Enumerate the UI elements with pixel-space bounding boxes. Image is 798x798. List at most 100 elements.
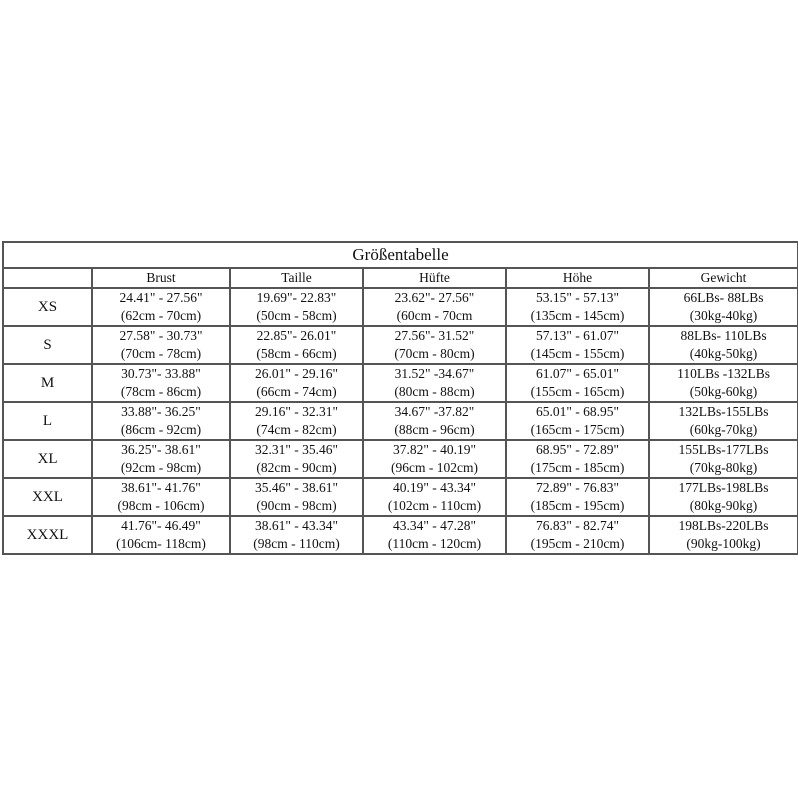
imperial-value: 40.19" - 43.34" bbox=[392, 480, 477, 495]
metric-value: (60cm - 70cm bbox=[396, 308, 473, 323]
imperial-value: 31.52" -34.67" bbox=[394, 366, 475, 381]
imperial-value: 27.56"- 31.52" bbox=[394, 328, 475, 343]
column-header: Gewicht bbox=[647, 267, 798, 289]
imperial-value: 27.58" - 30.73" bbox=[119, 328, 203, 343]
column-header bbox=[2, 267, 93, 289]
header-row: Brust Taille Hüfte Höhe Gewicht bbox=[2, 267, 798, 289]
metric-value: (40kg-50kg) bbox=[689, 346, 758, 361]
size-label: XXL bbox=[2, 477, 93, 517]
imperial-value: 36.25"- 38.61" bbox=[121, 442, 201, 457]
table-cell: 37.82" - 40.19" (96cm - 102cm) bbox=[362, 439, 507, 479]
metric-value: (78cm - 86cm) bbox=[120, 384, 202, 399]
size-label: M bbox=[2, 363, 93, 403]
table-cell: 66LBs- 88LBs (30kg-40kg) bbox=[647, 287, 798, 327]
imperial-value: 198LBs-220LBs bbox=[678, 518, 769, 533]
table-cell: 34.67" -37.82" (88cm - 96cm) bbox=[362, 401, 507, 441]
metric-value: (70cm - 80cm) bbox=[394, 346, 475, 361]
imperial-value: 76.83" - 82.74" bbox=[535, 518, 620, 533]
metric-value: (90kg-100kg) bbox=[686, 536, 761, 551]
table-cell: 33.88"- 36.25" (86cm - 92cm) bbox=[91, 401, 231, 441]
size-label: XL bbox=[2, 439, 93, 479]
metric-value: (62cm - 70cm) bbox=[120, 308, 202, 323]
imperial-value: 61.07" - 65.01" bbox=[535, 366, 620, 381]
metric-value: (145cm - 155cm) bbox=[530, 346, 625, 361]
imperial-value: 32.31" - 35.46" bbox=[254, 442, 339, 457]
size-label: L bbox=[2, 401, 93, 441]
metric-value: (135cm - 145cm) bbox=[530, 308, 625, 323]
imperial-value: 26.01" - 29.16" bbox=[254, 366, 339, 381]
imperial-value: 37.82" - 40.19" bbox=[392, 442, 477, 457]
imperial-value: 23.62"- 27.56" bbox=[394, 290, 475, 305]
metric-value: (74cm - 82cm) bbox=[256, 422, 337, 437]
imperial-value: 24.41" - 27.56" bbox=[119, 290, 203, 305]
table-cell: 36.25"- 38.61" (92cm - 98cm) bbox=[91, 439, 231, 479]
table-cell: 53.15" - 57.13" (135cm - 145cm) bbox=[505, 287, 650, 327]
table-row: L 33.88"- 36.25" (86cm - 92cm) 29.16" - 32.… bbox=[2, 401, 798, 441]
metric-value: (30kg-40kg) bbox=[689, 308, 758, 323]
metric-value: (185cm - 195cm) bbox=[530, 498, 625, 513]
imperial-value: 34.67" -37.82" bbox=[394, 404, 475, 419]
imperial-value: 57.13" - 61.07" bbox=[535, 328, 620, 343]
table-cell: 24.41" - 27.56" (62cm - 70cm) bbox=[91, 287, 231, 327]
metric-value: (60kg-70kg) bbox=[689, 422, 758, 437]
metric-value: (102cm - 110cm) bbox=[387, 498, 482, 513]
table-cell: 40.19" - 43.34" (102cm - 110cm) bbox=[362, 477, 507, 517]
table-cell: 65.01" - 68.95" (165cm - 175cm) bbox=[505, 401, 650, 441]
table-cell: 198LBs-220LBs (90kg-100kg) bbox=[647, 515, 798, 555]
metric-value: (155cm - 165cm) bbox=[530, 384, 625, 399]
metric-value: (70cm - 78cm) bbox=[120, 346, 202, 361]
table-body: XS 24.41" - 27.56" (62cm - 70cm) 19.69"- 22… bbox=[2, 287, 798, 555]
table-cell: 38.61" - 43.34" (98cm - 110cm) bbox=[229, 515, 364, 555]
metric-value: (82cm - 90cm) bbox=[256, 460, 337, 475]
metric-value: (90cm - 98cm) bbox=[256, 498, 337, 513]
table-cell: 23.62"- 27.56" (60cm - 70cm bbox=[362, 287, 507, 327]
size-label: S bbox=[2, 325, 93, 365]
imperial-value: 38.61"- 41.76" bbox=[121, 480, 201, 495]
table-cell: 26.01" - 29.16" (66cm - 74cm) bbox=[229, 363, 364, 403]
metric-value: (175cm - 185cm) bbox=[530, 460, 625, 475]
table-cell: 61.07" - 65.01" (155cm - 165cm) bbox=[505, 363, 650, 403]
table-cell: 57.13" - 61.07" (145cm - 155cm) bbox=[505, 325, 650, 365]
table-cell: 41.76"- 46.49" (106cm- 118cm) bbox=[91, 515, 231, 555]
table-cell: 19.69"- 22.83" (50cm - 58cm) bbox=[229, 287, 364, 327]
metric-value: (106cm- 118cm) bbox=[116, 536, 206, 551]
metric-value: (66cm - 74cm) bbox=[256, 384, 337, 399]
table-row: XXL 38.61"- 41.76" (98cm - 106cm) 35.46" - … bbox=[2, 477, 798, 517]
imperial-value: 68.95" - 72.89" bbox=[535, 442, 620, 457]
metric-value: (80cm - 88cm) bbox=[394, 384, 475, 399]
table-cell: 31.52" -34.67" (80cm - 88cm) bbox=[362, 363, 507, 403]
table-cell: 132LBs-155LBs (60kg-70kg) bbox=[647, 401, 798, 441]
metric-value: (70kg-80kg) bbox=[689, 460, 758, 475]
imperial-value: 132LBs-155LBs bbox=[678, 404, 769, 419]
imperial-value: 72.89" - 76.83" bbox=[535, 480, 620, 495]
table-cell: 27.58" - 30.73" (70cm - 78cm) bbox=[91, 325, 231, 365]
imperial-value: 53.15" - 57.13" bbox=[535, 290, 620, 305]
table-cell: 22.85"- 26.01" (58cm - 66cm) bbox=[229, 325, 364, 365]
column-header: Höhe bbox=[505, 267, 650, 289]
metric-value: (92cm - 98cm) bbox=[120, 460, 202, 475]
table-cell: 72.89" - 76.83" (185cm - 195cm) bbox=[505, 477, 650, 517]
table-row: M 30.73"- 33.88" (78cm - 86cm) 26.01" - 29.… bbox=[2, 363, 798, 403]
table-cell: 27.56"- 31.52" (70cm - 80cm) bbox=[362, 325, 507, 365]
table-cell: 43.34" - 47.28" (110cm - 120cm) bbox=[362, 515, 507, 555]
imperial-value: 38.61" - 43.34" bbox=[254, 518, 339, 533]
table-row: XXXL 41.76"- 46.49" (106cm- 118cm) 38.61" -… bbox=[2, 515, 798, 555]
metric-value: (88cm - 96cm) bbox=[394, 422, 475, 437]
column-header: Taille bbox=[229, 267, 364, 289]
table-cell: 177LBs-198LBs (80kg-90kg) bbox=[647, 477, 798, 517]
table-cell: 38.61"- 41.76" (98cm - 106cm) bbox=[91, 477, 231, 517]
table-row: S 27.58" - 30.73" (70cm - 78cm) 22.85"- 26.… bbox=[2, 325, 798, 365]
imperial-value: 30.73"- 33.88" bbox=[121, 366, 201, 381]
imperial-value: 177LBs-198LBs bbox=[678, 480, 769, 495]
size-label: XS bbox=[2, 287, 93, 327]
metric-value: (86cm - 92cm) bbox=[120, 422, 202, 437]
table-row: XL 36.25"- 38.61" (92cm - 98cm) 32.31" - 35… bbox=[2, 439, 798, 479]
column-header: Hüfte bbox=[362, 267, 507, 289]
table-title: Größentabelle bbox=[1, 241, 798, 269]
table-cell: 29.16" - 32.31" (74cm - 82cm) bbox=[229, 401, 364, 441]
imperial-value: 33.88"- 36.25" bbox=[121, 404, 201, 419]
imperial-value: 155LBs-177LBs bbox=[678, 442, 769, 457]
table-cell: 110LBs -132LBs (50kg-60kg) bbox=[647, 363, 798, 403]
imperial-value: 29.16" - 32.31" bbox=[254, 404, 339, 419]
metric-value: (98cm - 110cm) bbox=[253, 536, 340, 551]
